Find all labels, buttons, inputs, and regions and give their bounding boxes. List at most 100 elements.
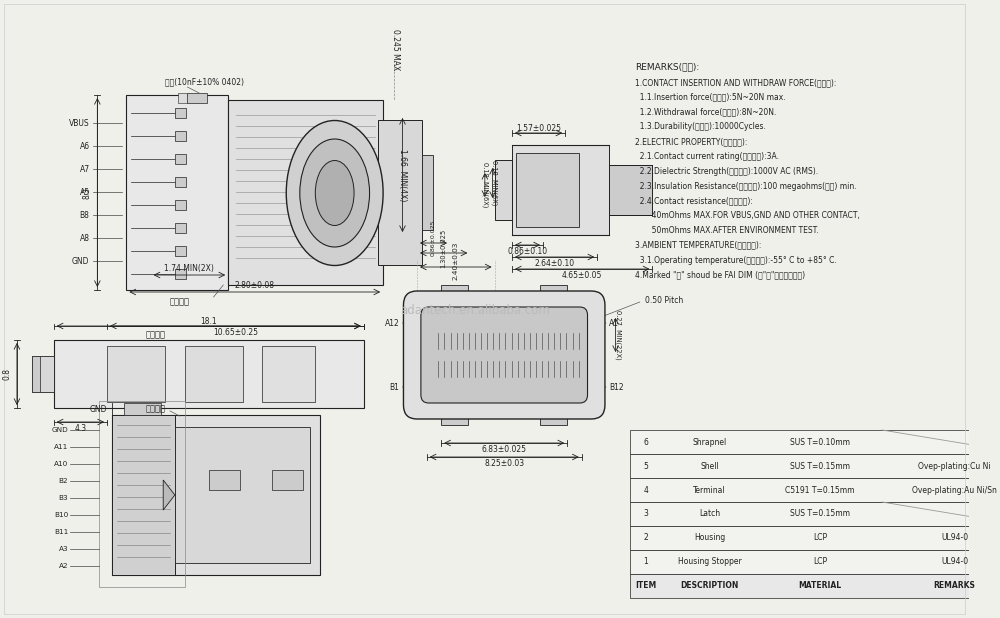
Text: GND: GND	[90, 405, 107, 413]
Bar	[630, 478, 1000, 502]
Text: 2.ELECTRIC PROPERTY(电气性能):: 2.ELECTRIC PROPERTY(电气性能):	[635, 137, 747, 146]
Polygon shape	[163, 480, 175, 510]
Text: 3: 3	[643, 509, 648, 519]
Text: Terminal: Terminal	[693, 486, 726, 494]
Text: DESCRIPTION: DESCRIPTION	[680, 582, 739, 591]
Bar	[124, 403, 161, 415]
Text: 0.50 Pitch: 0.50 Pitch	[645, 295, 683, 305]
Text: 0.8: 0.8	[2, 368, 11, 380]
Text: 1.3.Durability(耐久性):10000Cycles.: 1.3.Durability(耐久性):10000Cycles.	[635, 122, 766, 132]
Text: 50mOhms MAX.AFTER ENVIRONMENT TEST.: 50mOhms MAX.AFTER ENVIRONMENT TEST.	[635, 226, 819, 235]
Text: 0.18  MIN(6X): 0.18 MIN(6X)	[491, 160, 498, 206]
Text: LCP: LCP	[813, 557, 827, 567]
Bar	[175, 108, 186, 118]
Bar	[422, 155, 433, 230]
Ellipse shape	[300, 139, 370, 247]
Text: REMARKS(备注):: REMARKS(备注):	[635, 62, 699, 71]
Text: Ovep-plating:Cu Ni: Ovep-plating:Cu Ni	[918, 462, 991, 470]
Bar	[175, 427, 310, 563]
Bar	[516, 153, 579, 227]
Bar	[441, 285, 468, 297]
Text: A10: A10	[54, 461, 68, 467]
Bar	[378, 120, 422, 265]
Bar	[512, 145, 609, 235]
Text: 4.65±0.05: 4.65±0.05	[562, 271, 602, 279]
Text: B8: B8	[80, 211, 90, 219]
Bar	[175, 246, 186, 256]
Bar	[495, 160, 512, 220]
Text: 4.Marked "Ⓛ" shoud be FAI DIM (标"Ⓛ"的为重点管控): 4.Marked "Ⓛ" shoud be FAI DIM (标"Ⓛ"的为重点管…	[635, 271, 805, 279]
Text: A3: A3	[59, 546, 68, 552]
Text: A5: A5	[79, 187, 90, 197]
Text: 1.74 MIN(2X): 1.74 MIN(2X)	[164, 263, 214, 273]
Text: ITEM: ITEM	[635, 582, 656, 591]
Text: GND: GND	[72, 256, 90, 266]
Text: 1.1.Insertion force(插入力):5N~20N max.: 1.1.Insertion force(插入力):5N~20N max.	[635, 93, 786, 102]
Text: 0.245 MAX: 0.245 MAX	[391, 30, 400, 70]
Text: 1.2.Withdrawal force(拔出力):8N~20N.: 1.2.Withdrawal force(拔出力):8N~20N.	[635, 108, 776, 117]
Text: C5191 T=0.15mm: C5191 T=0.15mm	[785, 486, 855, 494]
Text: 2.64±0.10: 2.64±0.10	[535, 258, 575, 268]
Text: MATERIAL: MATERIAL	[798, 582, 842, 591]
Bar	[175, 154, 186, 164]
Text: REMARKS: REMARKS	[934, 582, 976, 591]
Text: 2: 2	[643, 533, 648, 543]
Bar	[262, 346, 315, 402]
Bar	[32, 356, 54, 392]
Text: Shrapnel: Shrapnel	[692, 438, 727, 446]
Bar	[540, 285, 567, 297]
Bar	[175, 131, 186, 141]
Bar	[112, 415, 320, 575]
Bar	[126, 95, 228, 290]
Text: 0.27  MIN(22X): 0.27 MIN(22X)	[615, 310, 622, 360]
Bar	[187, 93, 207, 103]
Bar	[32, 356, 40, 392]
Text: 3.1.Operating temperature(制运温度):-55° C to +85° C.: 3.1.Operating temperature(制运温度):-55° C t…	[635, 256, 837, 265]
Text: 0.18  MIN(6X): 0.18 MIN(6X)	[482, 163, 488, 208]
Text: A12: A12	[385, 318, 400, 328]
Text: 1.CONTACT INSERTION AND WITHDRAW FORCE(拔拒力):: 1.CONTACT INSERTION AND WITHDRAW FORCE(拔…	[635, 78, 836, 87]
Text: 18.1: 18.1	[200, 316, 217, 326]
Text: 3.AMBIENT TEMPERATURE(温度环境):: 3.AMBIENT TEMPERATURE(温度环境):	[635, 241, 761, 250]
Ellipse shape	[315, 161, 354, 226]
FancyBboxPatch shape	[403, 291, 605, 419]
Text: 6: 6	[643, 438, 648, 446]
Text: 2.2.Dielectric Strength(介电强度):1000V AC (RMS).: 2.2.Dielectric Strength(介电强度):1000V AC (…	[635, 167, 818, 176]
Text: SUS T=0.10mm: SUS T=0.10mm	[790, 438, 850, 446]
Bar	[209, 470, 240, 490]
Text: A1: A1	[609, 318, 619, 328]
Text: Housing Stopper: Housing Stopper	[678, 557, 741, 567]
Text: B12: B12	[609, 383, 623, 391]
Text: B3: B3	[59, 495, 68, 501]
Bar	[630, 550, 1000, 574]
Text: 焊盘加牢: 焊盘加牢	[145, 405, 165, 413]
Bar	[630, 526, 1000, 550]
Bar	[228, 100, 383, 285]
Text: 0.86±0.10: 0.86±0.10	[507, 247, 548, 255]
Text: 2.3.Insulation Resistance(绝缘电阻):100 megaohms(局部) min.: 2.3.Insulation Resistance(绝缘电阻):100 mega…	[635, 182, 857, 190]
Text: Housing: Housing	[694, 533, 725, 543]
Text: A7: A7	[79, 164, 90, 174]
Bar	[54, 340, 364, 408]
FancyBboxPatch shape	[421, 307, 588, 403]
Text: Ovep-plating:Au Ni/Sn: Ovep-plating:Au Ni/Sn	[912, 486, 997, 494]
Text: GND: GND	[52, 427, 68, 433]
Text: SUS T=0.15mm: SUS T=0.15mm	[790, 509, 850, 519]
Text: 2.40±0.03: 2.40±0.03	[453, 242, 459, 280]
Bar	[540, 413, 567, 425]
Text: 焊盘加牢: 焊盘加牢	[145, 331, 165, 339]
Bar	[272, 470, 303, 490]
Bar	[441, 413, 468, 425]
Text: B11: B11	[54, 529, 68, 535]
Text: 1: 1	[643, 557, 648, 567]
Text: B2: B2	[59, 478, 68, 484]
Text: VBUS: VBUS	[69, 119, 90, 127]
Bar	[185, 346, 243, 402]
Bar	[175, 200, 186, 210]
Bar	[99, 401, 185, 587]
Text: 40mOhms MAX.FOR VBUS,GND AND OTHER CONTACT,: 40mOhms MAX.FOR VBUS,GND AND OTHER CONTA…	[635, 211, 860, 220]
Text: 1.57±0.025: 1.57±0.025	[516, 124, 561, 132]
Text: B1: B1	[390, 383, 400, 391]
Bar	[630, 574, 1000, 598]
Text: 4: 4	[643, 486, 648, 494]
